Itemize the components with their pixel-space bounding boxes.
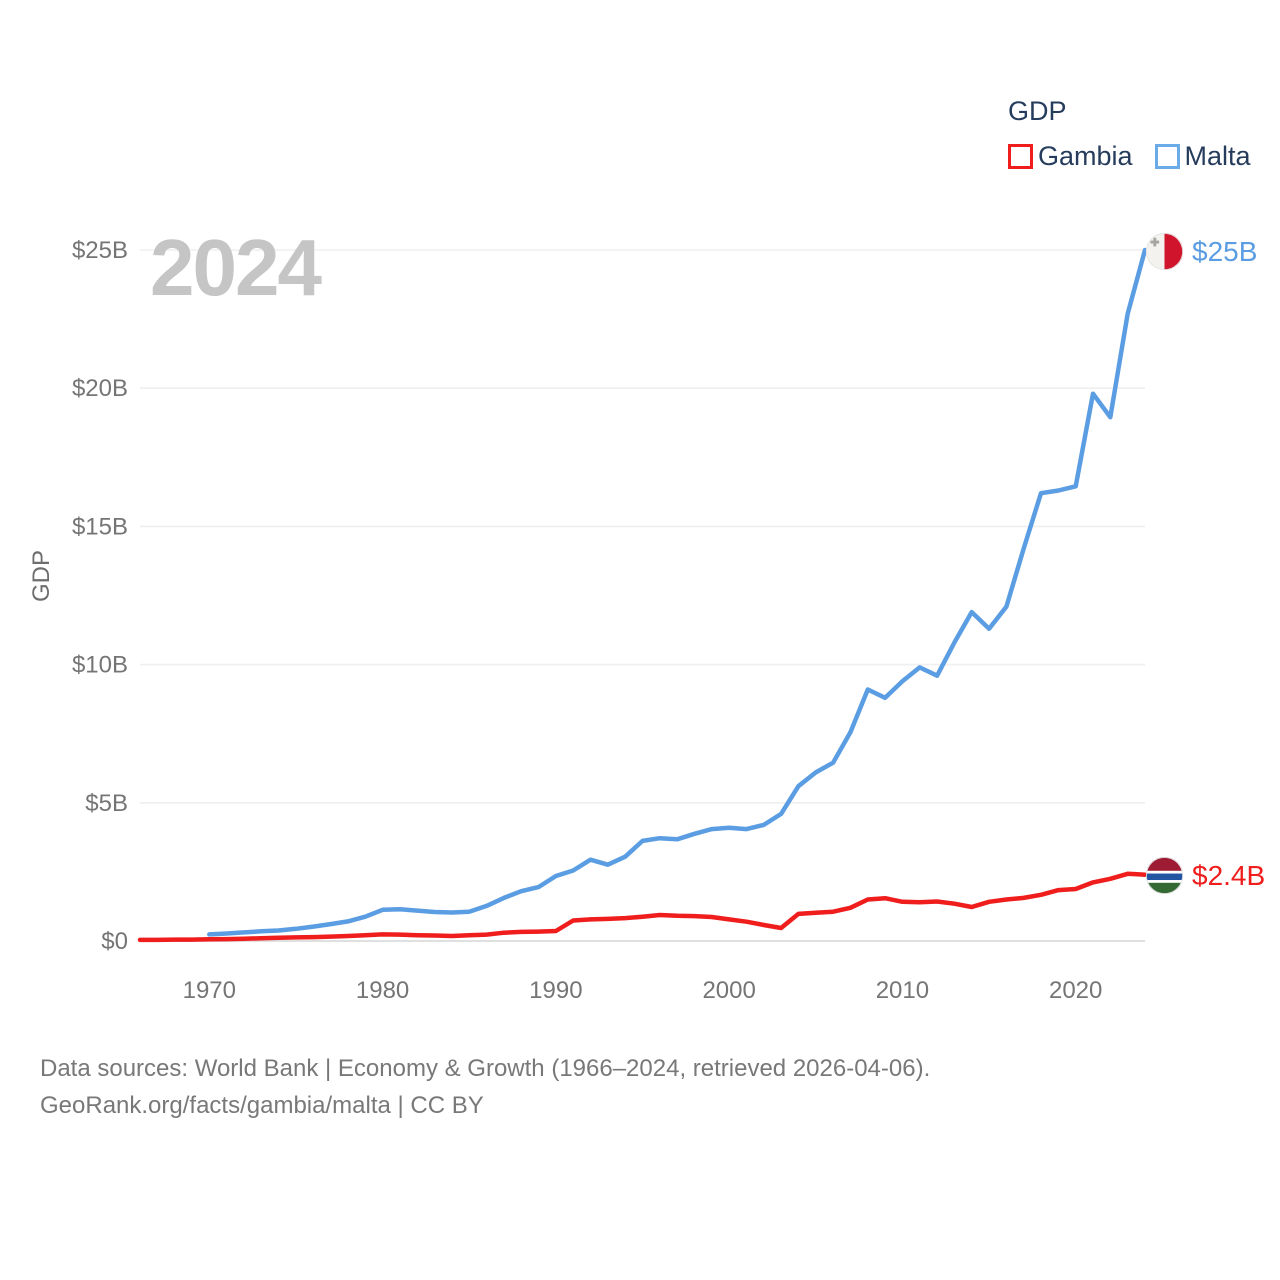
gambia-end-label-value: $2.4B xyxy=(1192,859,1266,891)
malta-flag-icon xyxy=(1146,233,1183,270)
legend: GDP Gambia Malta xyxy=(1008,96,1251,172)
legend-item-malta[interactable]: Malta xyxy=(1154,141,1251,172)
x-tick-label: 2020 xyxy=(1049,977,1102,1004)
data-sources-line: Data sources: World Bank | Economy & Gro… xyxy=(40,1055,931,1082)
malta-swatch-icon xyxy=(1154,144,1180,169)
gambia-end-label: $2.4B xyxy=(1146,857,1265,894)
x-tick-label: 2010 xyxy=(876,977,929,1004)
malta-end-label-value: $25B xyxy=(1192,235,1258,267)
y-axis-title: GDP xyxy=(28,550,55,603)
y-tick-label: $10B xyxy=(72,652,128,679)
legend-title: GDP xyxy=(1008,96,1067,126)
y-tick-label: $25B xyxy=(72,237,128,264)
license-line: GeoRank.org/facts/gambia/malta | CC BY xyxy=(40,1092,484,1119)
legend-items: Gambia Malta xyxy=(1008,141,1251,172)
legend-item-label: Gambia xyxy=(1038,141,1133,171)
year-watermark: 2024 xyxy=(150,223,322,312)
malta-end-label: $25B xyxy=(1146,233,1257,270)
x-tick-label: 1980 xyxy=(356,977,409,1004)
malta-line[interactable] xyxy=(207,247,1148,937)
y-tick-label: $0 xyxy=(101,928,128,955)
legend-item-label: Malta xyxy=(1184,141,1251,171)
x-tick-label: 2000 xyxy=(702,977,755,1004)
y-tick-label: $20B xyxy=(72,375,128,402)
y-tick-label: $5B xyxy=(85,790,128,817)
x-tick-label: 1970 xyxy=(183,977,236,1004)
gambia-swatch-icon xyxy=(1008,144,1033,169)
gambia-line[interactable] xyxy=(137,871,1148,943)
legend-item-gambia[interactable]: Gambia xyxy=(1008,141,1133,172)
attribution-footer: Data sources: World Bank | Economy & Gro… xyxy=(40,1050,930,1124)
y-tick-label: $15B xyxy=(72,513,128,540)
x-tick-label: 1990 xyxy=(529,977,582,1004)
gambia-flag-icon xyxy=(1146,857,1183,894)
